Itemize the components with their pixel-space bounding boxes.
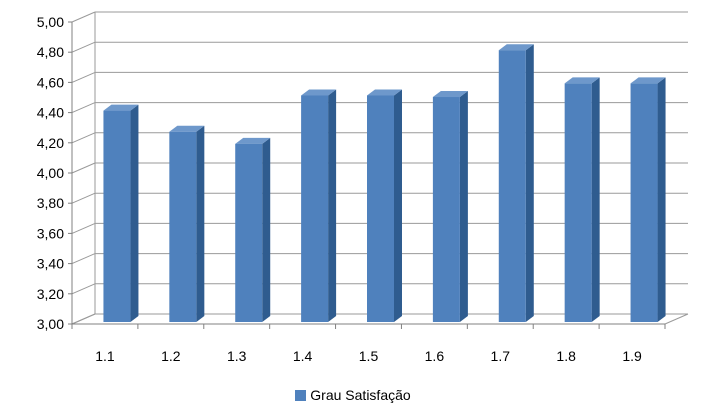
bar-front bbox=[103, 110, 131, 322]
x-tick-label: 1.8 bbox=[556, 348, 576, 364]
gridline-wall bbox=[71, 222, 96, 234]
y-tick-label: 4,20 bbox=[37, 135, 64, 151]
bar-front bbox=[498, 50, 526, 322]
x-tick-label: 1.9 bbox=[622, 348, 642, 364]
bar-top bbox=[498, 44, 534, 51]
bar-side bbox=[394, 89, 402, 322]
bar-front bbox=[235, 143, 263, 322]
bar-top bbox=[235, 137, 271, 144]
bar-top bbox=[564, 77, 600, 84]
gridline-wall bbox=[71, 11, 96, 23]
x-tick-label: 1.3 bbox=[227, 348, 247, 364]
bar bbox=[630, 77, 666, 322]
bar bbox=[498, 44, 534, 322]
bar-front bbox=[432, 97, 460, 322]
bar-side bbox=[591, 77, 600, 322]
gridline-wall bbox=[71, 102, 96, 114]
bar bbox=[301, 89, 337, 322]
bar-side bbox=[196, 125, 205, 323]
bar bbox=[432, 91, 468, 322]
bar bbox=[169, 125, 205, 323]
legend: Grau Satisfação bbox=[0, 387, 706, 403]
bar bbox=[235, 137, 271, 322]
gridline-wall bbox=[71, 132, 96, 144]
bar-front bbox=[367, 95, 394, 322]
floor-edge bbox=[71, 313, 96, 325]
legend-label: Grau Satisfação bbox=[310, 387, 411, 403]
y-tick-label: 3,60 bbox=[37, 225, 64, 241]
floor-edge-right bbox=[664, 313, 689, 325]
bar-top bbox=[367, 89, 402, 96]
gridline-wall bbox=[71, 162, 96, 174]
bar-front bbox=[169, 131, 197, 322]
bars bbox=[103, 44, 666, 323]
bar-top bbox=[301, 89, 337, 96]
bar-side bbox=[657, 77, 666, 322]
bar bbox=[564, 77, 600, 322]
x-tick-label: 1.7 bbox=[491, 348, 511, 364]
gridline-wall bbox=[71, 71, 96, 83]
gridline-wall bbox=[71, 283, 96, 295]
gridline-wall bbox=[71, 41, 96, 53]
x-tick-label: 1.5 bbox=[359, 348, 379, 364]
y-tick-label: 5,00 bbox=[37, 14, 64, 30]
bar-side bbox=[130, 104, 139, 322]
bar-side bbox=[262, 137, 271, 322]
bar bbox=[103, 104, 139, 322]
bar-side bbox=[328, 89, 337, 322]
tick-labels: 3,00 3,20 3,40 3,60 3,80 4,00 4,20 4,40 4,60 4,80… bbox=[37, 14, 642, 364]
y-tick-label: 4,40 bbox=[37, 105, 64, 121]
x-tick-label: 1.1 bbox=[95, 348, 115, 364]
x-tick-label: 1.2 bbox=[161, 348, 181, 364]
gridline-wall bbox=[71, 253, 96, 265]
bar-side bbox=[459, 91, 468, 322]
y-tick-label: 3,00 bbox=[37, 316, 64, 332]
legend-swatch bbox=[295, 389, 307, 401]
y-tick-label: 3,40 bbox=[37, 256, 64, 272]
bar-front bbox=[301, 95, 329, 322]
y-tick-label: 4,60 bbox=[37, 74, 64, 90]
y-tick-label: 4,00 bbox=[37, 165, 64, 181]
y-tick-label: 3,20 bbox=[37, 286, 64, 302]
x-tick-label: 1.6 bbox=[425, 348, 445, 364]
bar-top bbox=[103, 104, 139, 111]
x-tick-label: 1.4 bbox=[293, 348, 313, 364]
gridline-wall bbox=[71, 192, 96, 204]
bar-side bbox=[525, 44, 534, 322]
y-tick-label: 4,80 bbox=[37, 44, 64, 60]
bar-front bbox=[564, 83, 592, 322]
y-tick-label: 3,80 bbox=[37, 195, 64, 211]
bar bbox=[367, 89, 402, 322]
bar-top bbox=[169, 125, 205, 132]
bar-top bbox=[432, 91, 468, 98]
bar-top bbox=[630, 77, 666, 84]
bar-front bbox=[630, 83, 658, 322]
axes bbox=[68, 21, 666, 329]
